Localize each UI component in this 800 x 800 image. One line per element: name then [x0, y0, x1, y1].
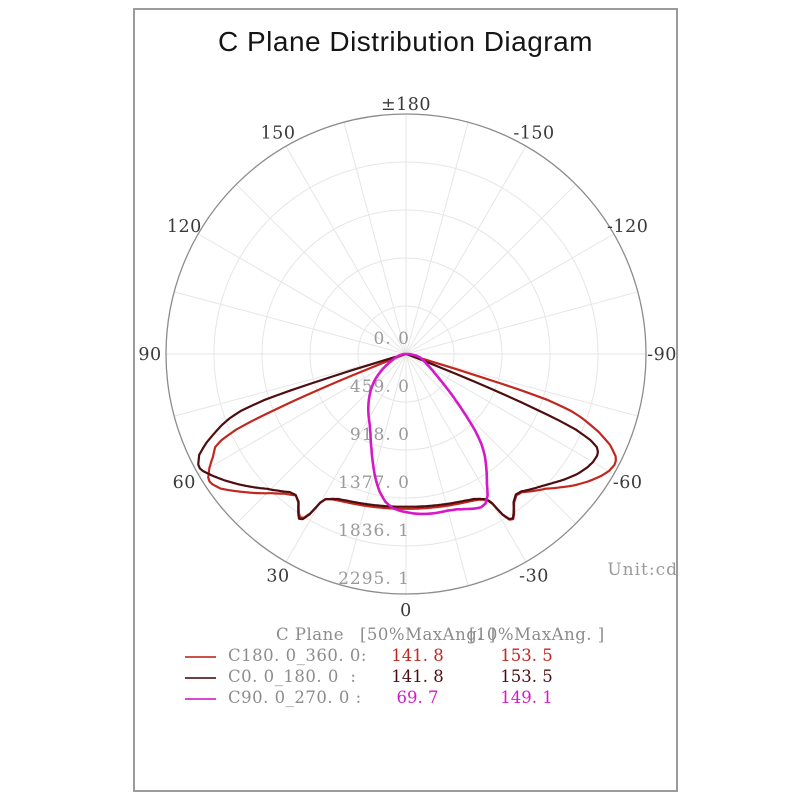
svg-text:-30: -30 — [519, 567, 549, 587]
svg-text:0: 0 — [400, 601, 412, 621]
series-line-swatch — [185, 698, 216, 700]
legend-table: C Plane [50%MaxAng. ] [10%MaxAng. ] C180… — [133, 618, 678, 718]
legend-10pct-value: 149. 1 — [500, 688, 553, 707]
legend-header-50pct: [50%MaxAng. ] — [360, 625, 496, 644]
legend-10pct-value: 153. 5 — [500, 646, 553, 665]
svg-text:918. 0: 918. 0 — [350, 425, 410, 445]
svg-text:150: 150 — [261, 123, 296, 143]
svg-text:1836. 1: 1836. 1 — [338, 521, 410, 541]
legend-series-label: C0. 0_180. 0 : — [228, 667, 357, 686]
legend-header-cplane: C Plane — [276, 625, 344, 644]
legend-10pct-value: 153. 5 — [500, 667, 553, 686]
svg-text:-150: -150 — [513, 123, 554, 143]
svg-text:0. 0: 0. 0 — [374, 329, 410, 349]
legend-series-label: C180. 0_360. 0: — [228, 646, 367, 665]
svg-text:60: 60 — [173, 473, 196, 493]
svg-text:±180: ±180 — [381, 95, 431, 115]
series-line-swatch — [185, 656, 216, 658]
page-border-frame — [133, 8, 678, 792]
svg-text:-60: -60 — [613, 473, 643, 493]
svg-text:120: 120 — [167, 217, 202, 237]
legend-50pct-value: 141. 8 — [391, 646, 444, 665]
svg-text:1377. 0: 1377. 0 — [338, 473, 410, 493]
legend-50pct-value: 69. 7 — [396, 688, 439, 707]
svg-text:90: 90 — [138, 345, 161, 365]
legend-header-10pct: [10%MaxAng. ] — [469, 625, 605, 644]
svg-text:30: 30 — [266, 567, 289, 587]
svg-text:-90: -90 — [647, 345, 677, 365]
unit-label: Unit:cd — [607, 560, 678, 580]
legend-series-label: C90. 0_270. 0 : — [228, 688, 362, 707]
page-title: C Plane Distribution Diagram — [217, 26, 594, 57]
svg-text:459. 0: 459. 0 — [350, 377, 410, 397]
svg-text:-120: -120 — [607, 217, 648, 237]
svg-text:2295. 1: 2295. 1 — [338, 569, 410, 589]
series-line-swatch — [185, 677, 216, 679]
legend-50pct-value: 141. 8 — [391, 667, 444, 686]
